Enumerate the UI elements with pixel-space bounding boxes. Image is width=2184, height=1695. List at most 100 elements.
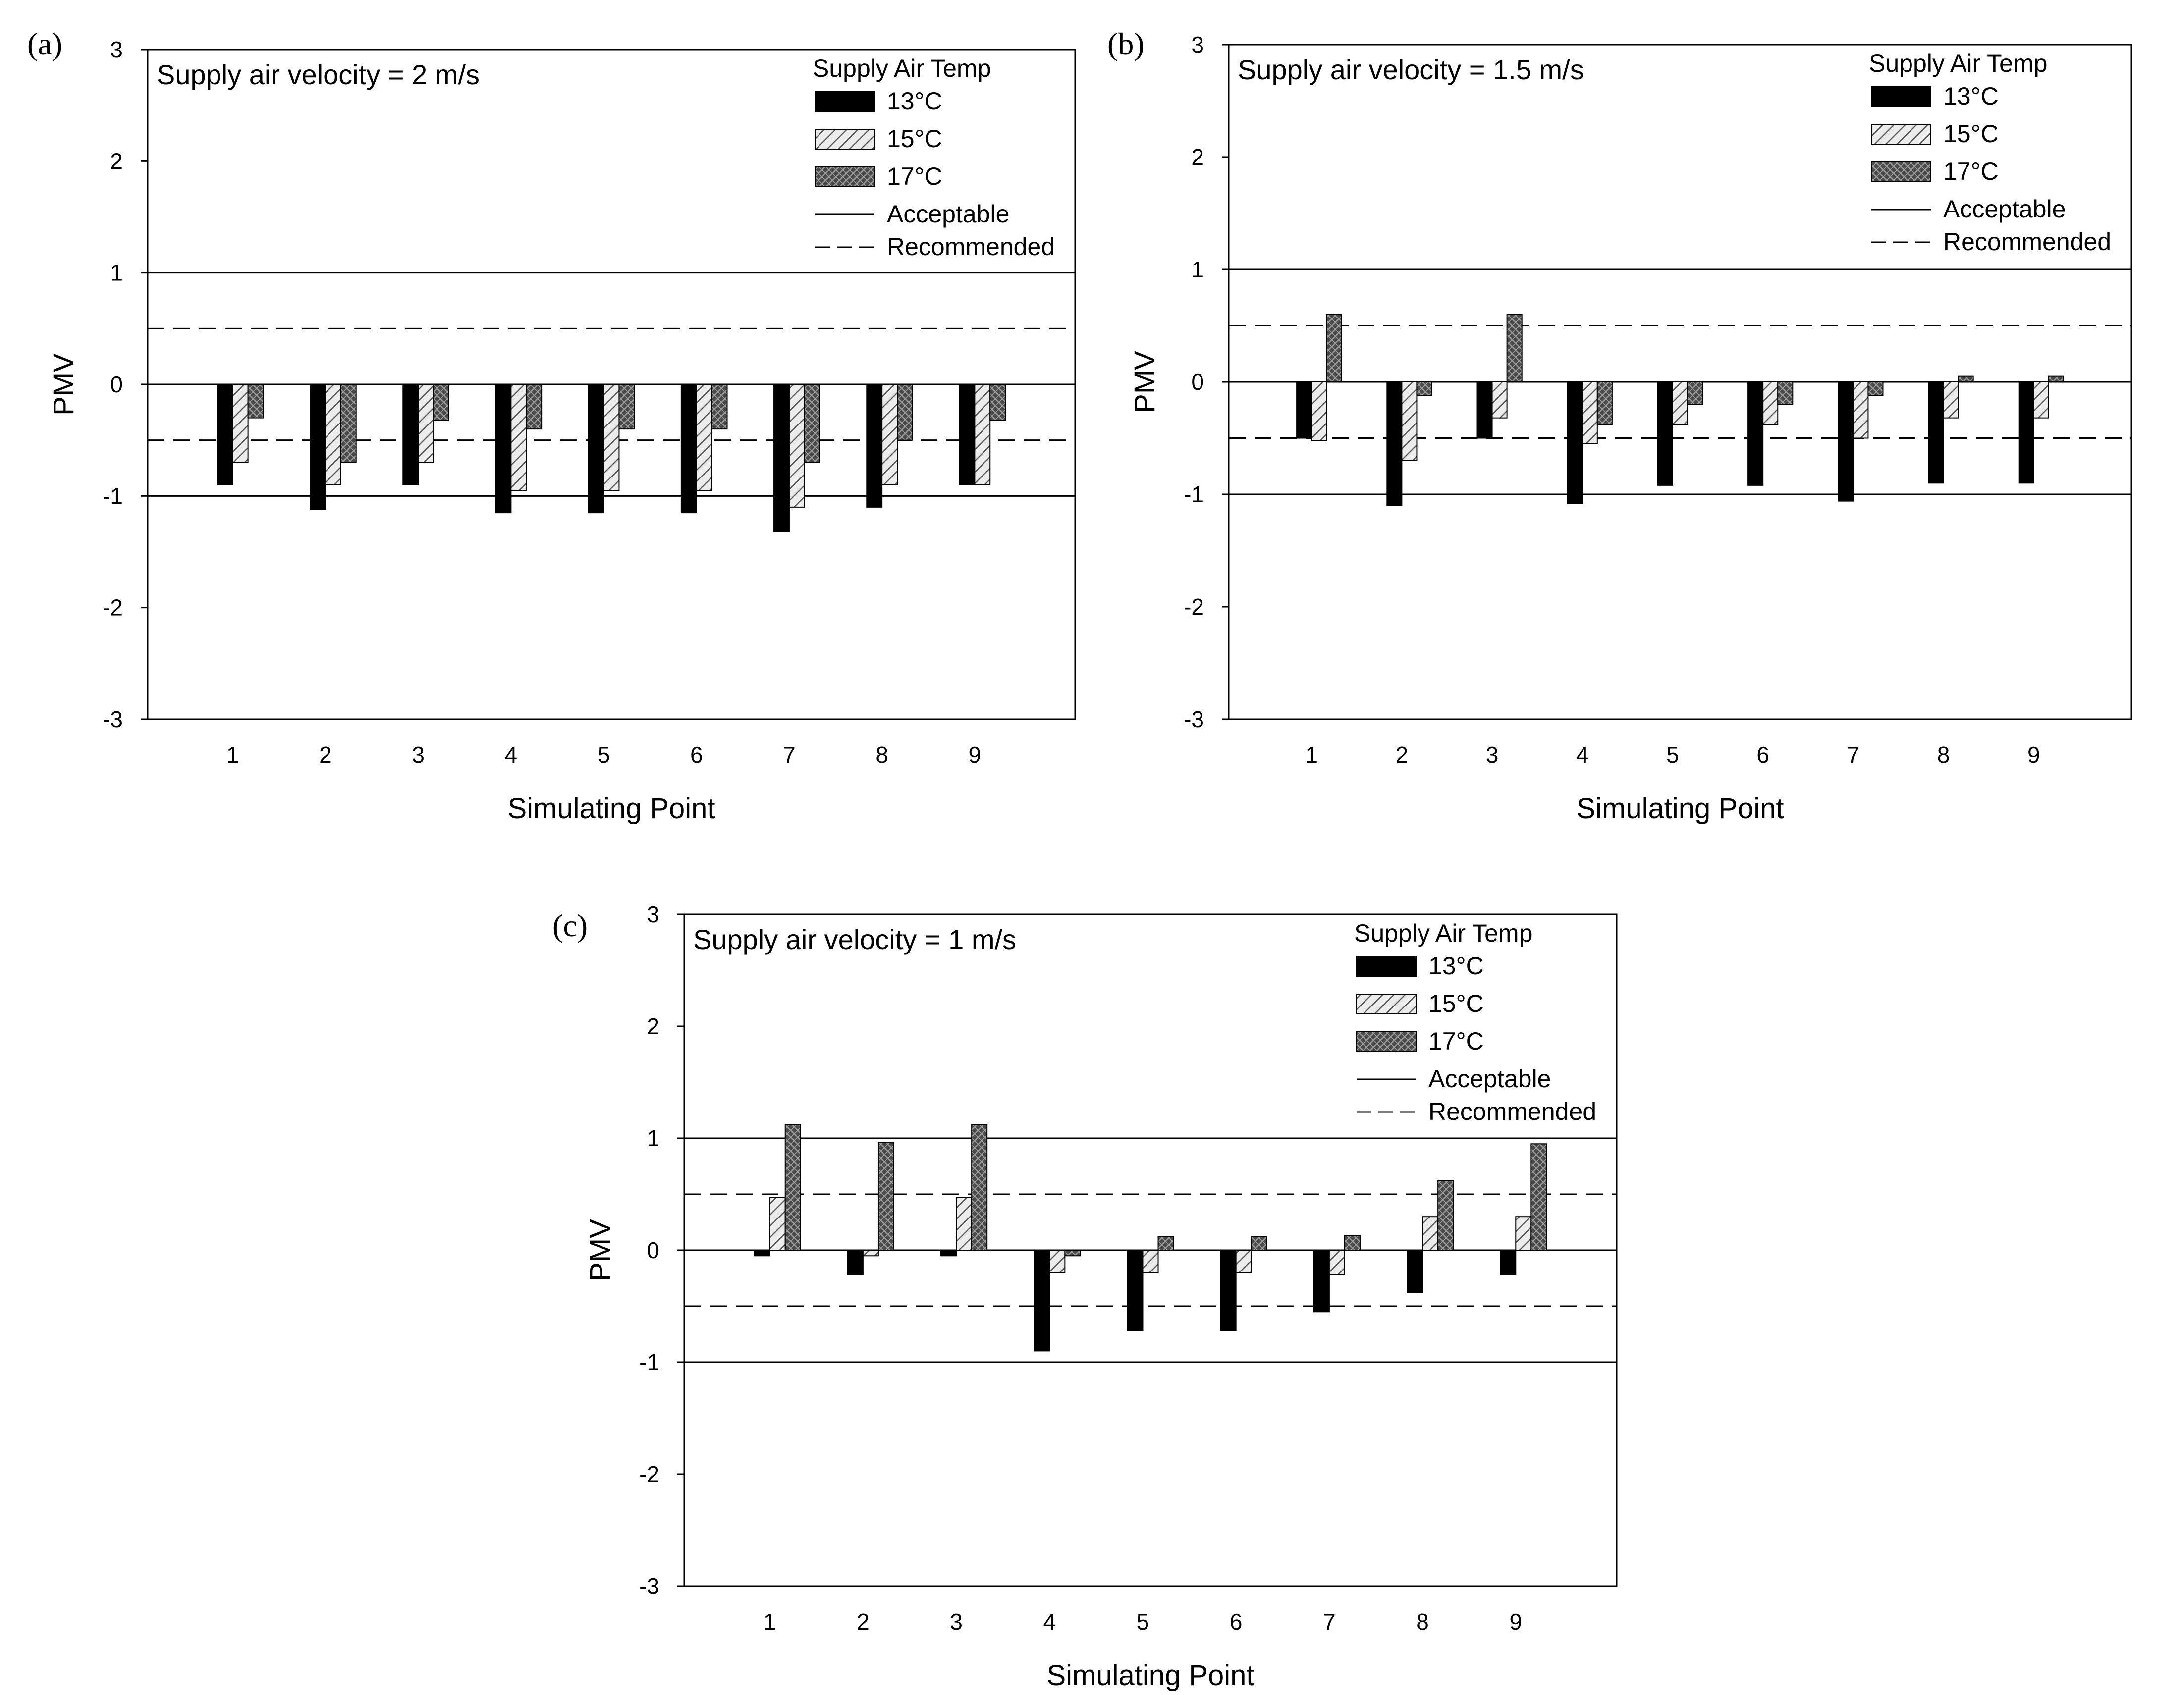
bar — [680, 384, 697, 514]
bar — [217, 384, 233, 485]
y-axis-title: PMV — [48, 353, 80, 416]
legend-label: 15°C — [1943, 120, 1999, 148]
legend-label: 15°C — [887, 125, 942, 153]
x-tick-label: 6 — [690, 742, 703, 768]
bar — [1657, 381, 1673, 486]
y-tick-label: 0 — [647, 1237, 659, 1263]
bar — [847, 1250, 864, 1275]
legend-swatch — [815, 91, 875, 112]
x-tick-label: 9 — [1509, 1609, 1522, 1635]
x-tick-label: 4 — [505, 742, 518, 768]
x-tick-label: 8 — [1416, 1609, 1429, 1635]
legend-swatch — [815, 166, 875, 187]
bar — [1437, 1180, 1454, 1251]
bar — [1311, 381, 1327, 441]
legend-swatch — [1356, 1031, 1417, 1052]
bar — [310, 384, 326, 510]
y-tick-label: -2 — [639, 1461, 659, 1487]
panel-label: (a) — [27, 26, 62, 61]
legend-label: Recommended — [1428, 1098, 1596, 1125]
bar — [418, 384, 435, 463]
y-tick-label: 0 — [110, 371, 123, 397]
legend-swatch — [1871, 86, 1931, 107]
bar — [959, 384, 976, 485]
legend-swatch — [1356, 956, 1417, 977]
bar — [433, 384, 449, 421]
y-tick-label: 2 — [647, 1013, 659, 1039]
y-tick-label: 0 — [1191, 369, 1204, 395]
bar — [1928, 381, 1944, 484]
x-tick-label: 4 — [1043, 1609, 1056, 1635]
y-tick-label: -2 — [103, 595, 123, 621]
bar — [788, 384, 805, 508]
bar — [1157, 1236, 1174, 1251]
bar — [232, 384, 249, 463]
bar — [877, 1142, 894, 1251]
bar — [974, 384, 991, 485]
legend-label: 13°C — [1428, 952, 1484, 980]
x-tick-label: 4 — [1576, 742, 1589, 768]
y-tick-label: -2 — [1184, 594, 1204, 620]
y-axis-title: PMV — [584, 1219, 616, 1281]
y-tick-label: 2 — [1191, 144, 1204, 170]
bar — [1500, 1250, 1517, 1275]
bar — [1943, 381, 1959, 419]
x-tick-label: 7 — [1847, 742, 1860, 768]
x-axis-title: Simulating Point — [507, 793, 715, 825]
y-tick-label: -1 — [639, 1349, 659, 1375]
legend-label: 15°C — [1428, 990, 1484, 1017]
y-tick-label: 2 — [110, 148, 123, 174]
bar — [1491, 381, 1508, 419]
bar — [1401, 381, 1418, 461]
bar — [1958, 375, 1974, 383]
legend-label: 13°C — [1943, 82, 1999, 110]
x-tick-label: 2 — [319, 742, 332, 768]
bar — [1777, 381, 1794, 405]
x-tick-label: 1 — [1305, 742, 1318, 768]
legend-title: Supply Air Temp — [1354, 919, 1532, 947]
bar — [784, 1124, 801, 1251]
x-tick-label: 8 — [1937, 742, 1950, 768]
x-tick-label: 6 — [1756, 742, 1769, 768]
legend-swatch — [1356, 994, 1417, 1014]
legend-swatch — [1871, 124, 1931, 145]
bar — [340, 384, 357, 463]
bar — [1582, 381, 1598, 444]
bar — [1416, 381, 1432, 396]
velocity-annotation: Supply air velocity = 2 m/s — [157, 59, 480, 90]
chart-panel: (a) 3 2 1 0 -1 -2 -3 1 2 3 4 5 6 7 8 9 Simulating Point PM… — [27, 26, 1076, 825]
bar — [1762, 381, 1779, 425]
bar — [510, 384, 527, 491]
bar — [247, 384, 264, 419]
legend-swatch — [1871, 161, 1931, 182]
legend-label: Recommended — [1943, 228, 2111, 256]
bar — [971, 1124, 988, 1251]
bar — [1127, 1250, 1144, 1331]
bar — [1422, 1216, 1439, 1251]
bar — [1838, 381, 1854, 502]
bar — [1853, 381, 1869, 439]
y-tick-label: -3 — [1184, 706, 1204, 732]
legend-label: 13°C — [887, 87, 942, 115]
bar — [1344, 1235, 1361, 1251]
bar — [769, 1197, 786, 1251]
x-tick-label: 5 — [1137, 1609, 1149, 1635]
bar — [1328, 1250, 1345, 1275]
bar — [1296, 381, 1312, 439]
bar — [325, 384, 341, 485]
bar — [1049, 1250, 1066, 1273]
bar — [1034, 1250, 1050, 1352]
bar — [866, 384, 883, 508]
bar — [1386, 381, 1403, 506]
y-tick-label: 3 — [1191, 32, 1204, 57]
x-tick-label: 8 — [875, 742, 888, 768]
legend: Supply Air Temp 13°C 15°C 17°C Acceptable Rec… — [1354, 919, 1596, 1125]
legend-label: Recommended — [887, 233, 1055, 261]
bar — [1506, 314, 1523, 382]
legend-label: Acceptable — [1428, 1065, 1551, 1093]
x-tick-label: 2 — [1396, 742, 1409, 768]
y-tick-label: -1 — [1184, 481, 1204, 507]
legend: Supply Air Temp 13°C 15°C 17°C Acceptable Rec… — [813, 54, 1055, 261]
legend-label: 17°C — [887, 162, 942, 190]
